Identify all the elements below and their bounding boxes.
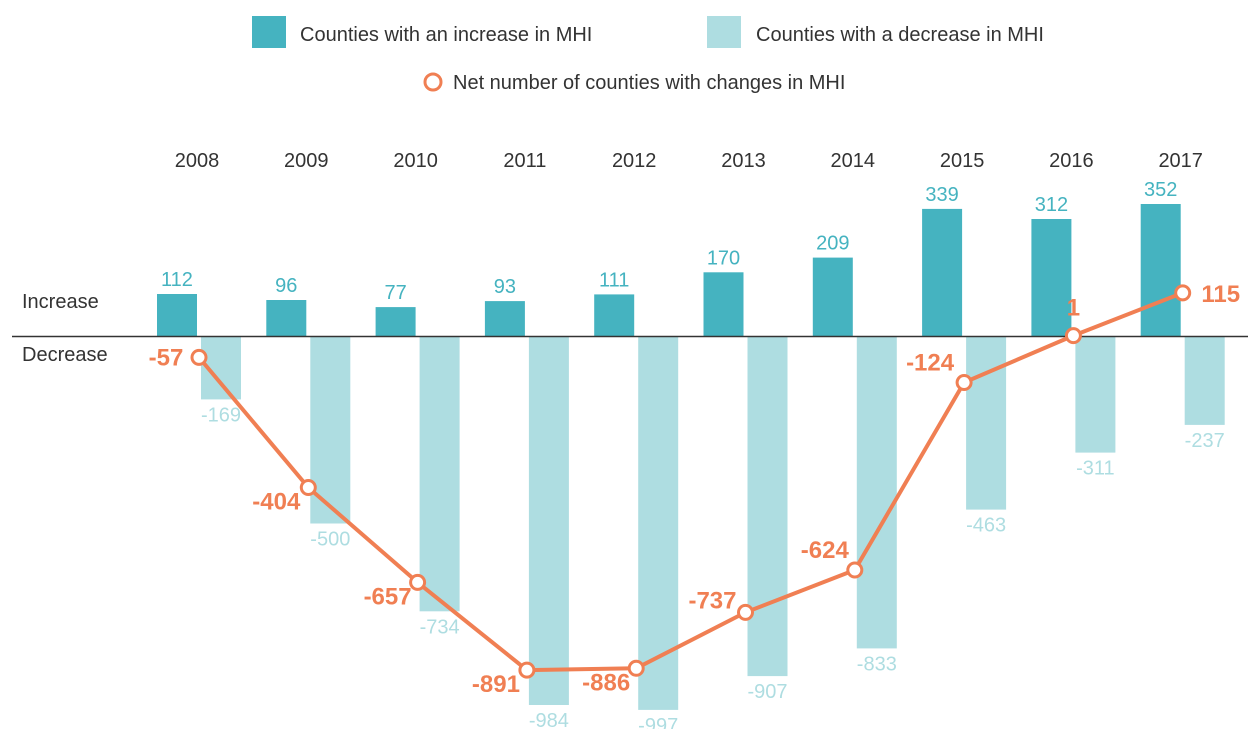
decrease-value-label-2012: -997 — [638, 715, 678, 729]
increase-axis-label: Increase — [22, 291, 99, 313]
decrease-bar-2013 — [747, 336, 788, 677]
increase-bar-2010 — [375, 307, 416, 336]
year-label-2009: 2009 — [284, 150, 329, 172]
net-point-2014 — [846, 561, 864, 579]
net-value-label-2014: -624 — [801, 537, 850, 564]
increase-bar-2011 — [484, 301, 525, 336]
legend-decrease-swatch — [707, 16, 741, 48]
net-point-2013 — [737, 603, 754, 621]
decrease-bars — [201, 336, 1225, 710]
decrease-bar-2014 — [856, 336, 897, 649]
year-label-2013: 2013 — [721, 150, 766, 172]
net-point-2012 — [627, 659, 645, 677]
increase-value-label-2016: 312 — [1035, 194, 1068, 216]
decrease-value-label-2008: -169 — [201, 404, 241, 426]
decrease-bar-2016 — [1075, 336, 1116, 453]
year-label-2010: 2010 — [393, 150, 438, 172]
increase-value-label-2015: 339 — [925, 184, 958, 206]
year-label-2011: 2011 — [503, 150, 546, 172]
net-value-label-2008: -57 — [149, 344, 184, 371]
year-label-2015: 2015 — [940, 150, 985, 172]
legend-net-marker — [423, 72, 443, 92]
increase-bar-2009 — [266, 300, 307, 336]
increase-value-label-2013: 170 — [707, 247, 740, 269]
increase-bar-2015 — [922, 208, 963, 336]
decrease-value-label-2009: -500 — [310, 529, 350, 551]
increase-bar-2013 — [703, 272, 744, 337]
legend-increase-label: Counties with an increase in MHI — [300, 24, 592, 46]
net-point-2009 — [299, 479, 317, 496]
decrease-bar-2011 — [528, 336, 569, 705]
net-value-label-2013: -737 — [688, 587, 736, 614]
increase-bar-2016 — [1031, 219, 1072, 336]
increase-bar-2012 — [594, 294, 635, 336]
increase-bars — [157, 204, 1181, 337]
legend: Counties with an increase in MHI Countie… — [252, 16, 1044, 94]
decrease-bar-2009 — [310, 336, 351, 524]
increase-bar-2017 — [1140, 204, 1181, 336]
increase-bar-2014 — [812, 257, 853, 336]
decrease-bar-2017 — [1184, 336, 1225, 425]
decrease-value-label-2013: -907 — [747, 681, 787, 703]
net-value-label-2012: -886 — [582, 669, 630, 696]
net-point-2016 — [1064, 327, 1082, 345]
increase-value-label-2009: 96 — [275, 275, 297, 297]
decrease-bar-2010 — [419, 336, 460, 612]
net-value-label-2010: -657 — [364, 583, 412, 610]
legend-increase-swatch — [252, 16, 286, 48]
year-label-2008: 2008 — [175, 150, 220, 172]
net-point-2008 — [190, 348, 208, 366]
net-point-2010 — [409, 573, 427, 591]
decrease-axis-label: Decrease — [22, 344, 108, 366]
legend-net-label: Net number of counties with changes in M… — [453, 72, 845, 94]
decrease-value-label-2014: -833 — [857, 653, 897, 675]
increase-value-label-2010: 77 — [384, 282, 406, 304]
decrease-value-label-2010: -734 — [420, 616, 460, 638]
year-label-2017: 2017 — [1158, 150, 1203, 172]
decrease-bar-2012 — [638, 336, 679, 710]
year-label-2014: 2014 — [831, 150, 876, 172]
net-line — [197, 291, 1184, 673]
net-value-label-2011: -891 — [472, 671, 520, 698]
year-label-2016: 2016 — [1049, 150, 1094, 172]
increase-value-label-2017: 352 — [1144, 179, 1177, 201]
net-value-label-2016: 1 — [1067, 295, 1080, 322]
decrease-value-label-2016: -311 — [1076, 458, 1115, 480]
increase-bar-2008 — [157, 294, 197, 336]
net-point-2015 — [955, 374, 973, 391]
decrease-value-label-2011: -984 — [529, 710, 569, 729]
net-point-2017 — [1174, 284, 1192, 302]
increase-value-label-2012: 111 — [599, 269, 629, 291]
decrease-value-label-2015: -463 — [966, 515, 1006, 537]
year-label-2012: 2012 — [612, 150, 657, 172]
net-value-label-2015: -124 — [906, 350, 955, 377]
net-value-label-2017: 115 — [1201, 281, 1240, 308]
decrease-value-label-2017: -237 — [1185, 430, 1225, 452]
net-point-2011 — [518, 661, 536, 679]
year-labels: 2008 2009 2010 2011 2012 2013 2014 2015 2016 2017 — [175, 150, 1203, 172]
value-labels: 112 -169 96 -500 77 -734 93 -984 111 -997 170 -907 2… — [161, 179, 1225, 729]
increase-value-label-2008: 112 — [161, 269, 193, 291]
legend-decrease-label: Counties with a decrease in MHI — [756, 24, 1044, 46]
increase-value-label-2014: 209 — [816, 233, 849, 255]
decrease-bar-2015 — [966, 336, 1007, 510]
net-value-label-2009: -404 — [252, 489, 301, 516]
increase-value-label-2011: 93 — [494, 276, 516, 298]
net-line-series: -57 -404 -657 -891 -886 -737 -624 -124 1 115 — [149, 281, 1240, 698]
